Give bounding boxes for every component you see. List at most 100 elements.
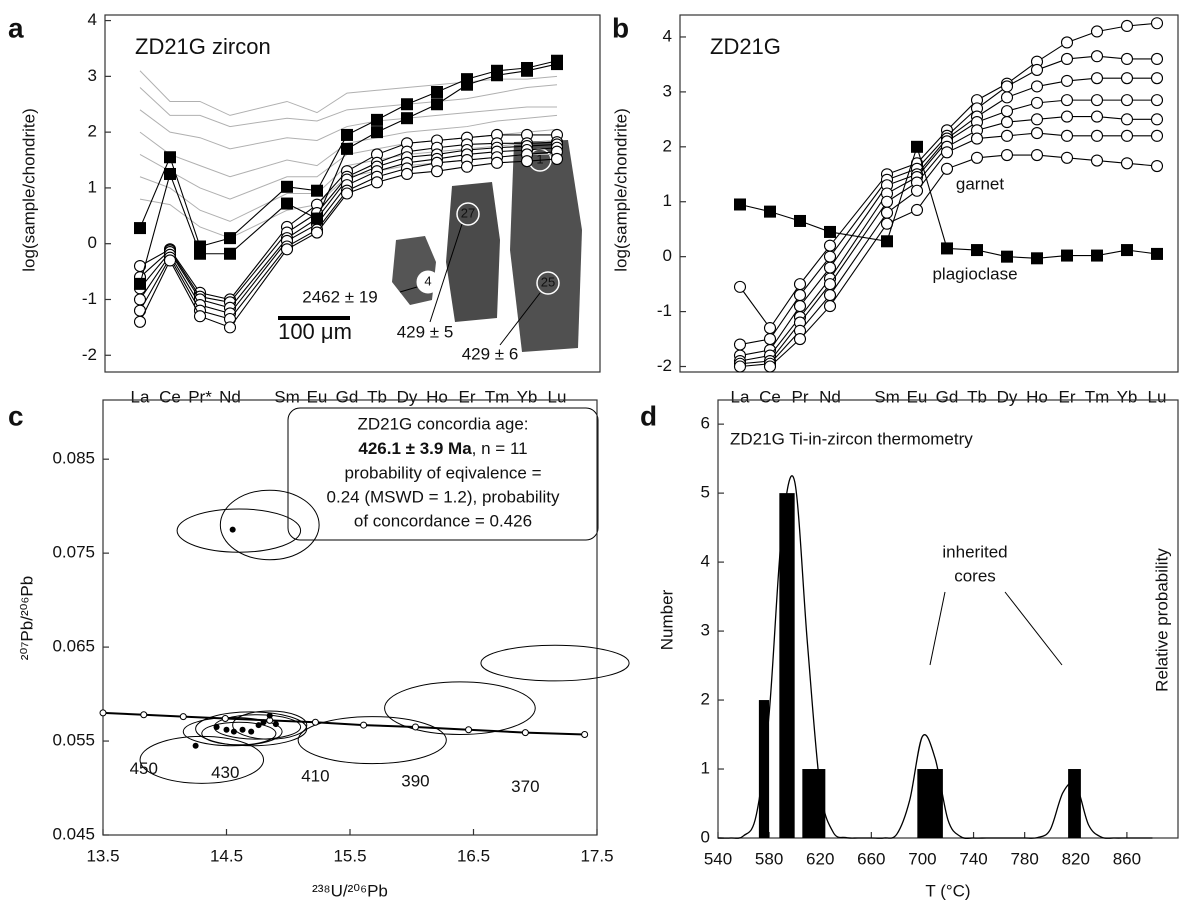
- text-box-bold: 426.1 ± 3.9 Ma: [358, 439, 472, 458]
- y-tick-label: 3: [663, 81, 672, 100]
- x-tick-label: Tm: [1085, 387, 1110, 406]
- point: [1151, 247, 1163, 260]
- pointer: [929, 591, 946, 666]
- point: [520, 155, 534, 168]
- concordia-point: [311, 718, 319, 726]
- y-tick-label: 0.085: [52, 449, 95, 468]
- point: [460, 160, 474, 173]
- text-box-line: 426.1 ± 3.9 Ma, n = 11: [358, 439, 527, 458]
- point: [371, 113, 383, 126]
- x-tick-label: Ho: [426, 387, 448, 406]
- point: [1090, 110, 1104, 123]
- point: [763, 332, 777, 346]
- x-tick-label: La: [131, 387, 150, 406]
- probability-curve: [717, 475, 1153, 840]
- point: [255, 722, 262, 729]
- point: [1000, 149, 1014, 162]
- point: [1060, 36, 1074, 49]
- y-tick-label: 3: [88, 66, 97, 85]
- annotation: garnet: [956, 174, 1004, 193]
- text-box-line: ZD21G concordia age:: [357, 414, 528, 433]
- plot-frame: [717, 399, 1179, 839]
- point: [733, 280, 747, 293]
- point: [734, 198, 746, 211]
- x-tick-label: Tm: [485, 387, 510, 406]
- histogram-bar: [779, 493, 795, 838]
- pointer: [399, 286, 418, 293]
- point: [1120, 72, 1134, 85]
- x-axis-label: ²³⁸U/²⁰⁶Pb: [312, 881, 388, 900]
- annotation: 25: [541, 274, 555, 289]
- point: [431, 98, 443, 111]
- point: [823, 250, 837, 263]
- annotation: 429 ± 6: [462, 344, 519, 363]
- x-tick-label: Dy: [997, 387, 1018, 406]
- point: [1091, 249, 1103, 262]
- point: [763, 360, 777, 373]
- concordia-point: [140, 711, 148, 719]
- point: [371, 126, 383, 139]
- y-tick-label: 4: [88, 10, 97, 29]
- text-box-line: 0.24 (MSWD = 1.2), probability: [327, 487, 560, 506]
- concordia-line: [102, 711, 585, 736]
- concordia-point: [411, 723, 419, 731]
- y-tick-label: 0.055: [52, 731, 95, 750]
- y-tick-label: 2: [663, 136, 672, 155]
- x-tick-label: Ce: [159, 387, 181, 406]
- x-tick-label: Yb: [1117, 387, 1138, 406]
- point: [490, 156, 504, 169]
- point: [880, 195, 894, 208]
- point: [1001, 250, 1013, 263]
- point: [941, 242, 953, 255]
- point: [461, 78, 473, 91]
- point: [281, 197, 293, 210]
- histogram-bar: [1068, 769, 1081, 838]
- point: [823, 289, 837, 302]
- point: [911, 140, 923, 153]
- point: [260, 719, 267, 726]
- y-tick-label: 4: [663, 26, 672, 45]
- point: [793, 332, 807, 346]
- point: [1030, 63, 1044, 76]
- point: [733, 338, 747, 351]
- point: [1150, 113, 1164, 126]
- spot: [456, 202, 480, 226]
- y-tick-label: 5: [701, 483, 710, 502]
- panel-label: d: [640, 400, 657, 431]
- text-box-line: of concordance = 0.426: [354, 511, 532, 530]
- point: [400, 167, 414, 181]
- y-tick-label: 2: [88, 122, 97, 141]
- text-box-line: probability of eqivalence =: [344, 463, 541, 482]
- point: [134, 277, 146, 290]
- point: [793, 278, 807, 291]
- point: [1150, 52, 1164, 65]
- panel-label: a: [8, 12, 24, 43]
- annotation: 2462 ± 19: [302, 287, 378, 306]
- concordia-point: [360, 721, 368, 729]
- age-label: 430: [211, 763, 239, 782]
- point: [1150, 159, 1164, 173]
- histogram-bar: [802, 769, 826, 838]
- y-tick-label: 2: [701, 690, 710, 709]
- point: [1120, 113, 1134, 126]
- y-axis-label: log(sample/chondrite): [611, 108, 630, 271]
- point: [794, 214, 806, 227]
- point: [341, 128, 353, 141]
- age-label: 390: [401, 771, 429, 790]
- point: [823, 278, 837, 291]
- x-tick-label: Nd: [819, 387, 841, 406]
- point: [1090, 72, 1104, 85]
- y-tick-label: 4: [701, 552, 710, 571]
- panel-label: c: [8, 400, 24, 431]
- y-tick-label: 3: [701, 621, 710, 640]
- point: [1000, 105, 1014, 118]
- point: [401, 112, 413, 125]
- annotation: plagioclase: [932, 264, 1017, 283]
- error-ellipse: [139, 735, 265, 784]
- point: [1120, 19, 1134, 33]
- x-tick-label: Eu: [307, 387, 328, 406]
- x-tick-label: 580: [755, 849, 783, 868]
- error-ellipse: [480, 644, 630, 682]
- point: [823, 239, 837, 252]
- point: [1121, 244, 1133, 257]
